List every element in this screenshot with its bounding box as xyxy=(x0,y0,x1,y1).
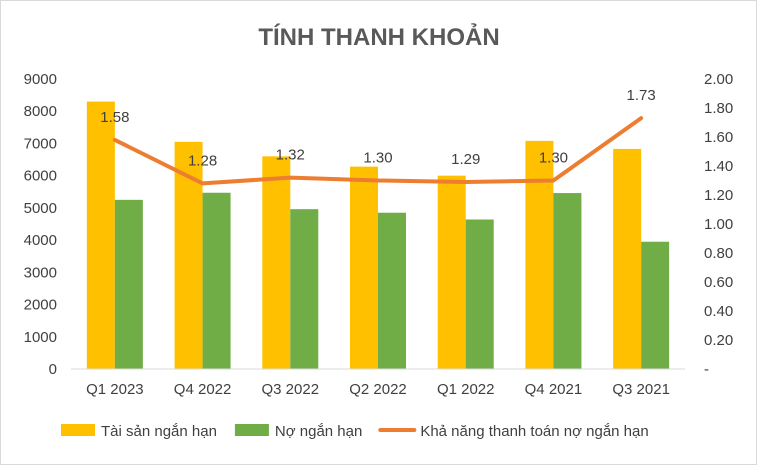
right-tick-label: 0.80 xyxy=(704,245,733,262)
bar-no-4 xyxy=(465,219,494,369)
bars-layer xyxy=(86,101,670,370)
left-tick-label: 2000 xyxy=(24,297,57,314)
left-axis: 0 1000 2000 3000 4000 5000 6000 7000 8000 9000 xyxy=(24,71,57,378)
ratio-data-label: 1.58 xyxy=(100,109,129,126)
ratio-data-label: 1.30 xyxy=(363,150,392,167)
ratio-data-label: 1.32 xyxy=(276,147,305,164)
bar-tai-san-3 xyxy=(350,166,378,369)
category-label: Q1 2023 xyxy=(86,381,144,398)
bar-no-0 xyxy=(114,199,143,369)
ratio-line xyxy=(112,116,644,186)
right-tick-label: 1.20 xyxy=(704,187,733,204)
bar-tai-san-6 xyxy=(613,148,642,369)
bar-tai-san-4 xyxy=(437,175,466,369)
legend: Tài sản ngắn hạn Nợ ngắn hạn Khả năng than… xyxy=(61,423,649,440)
right-tick-label: 0.40 xyxy=(704,303,733,320)
right-tick-label: 0.20 xyxy=(704,332,733,349)
legend-label-1: Nợ ngắn hạn xyxy=(275,423,362,440)
bar-no-5 xyxy=(553,193,582,369)
ratio-data-label: 1.30 xyxy=(539,150,568,167)
category-axis: Q1 2023 Q4 2022 Q3 2022 Q2 2022 Q1 2022 Q4 20… xyxy=(71,368,685,398)
right-tick-label: 0.60 xyxy=(704,274,733,291)
legend-swatch-0 xyxy=(61,424,95,436)
right-axis: - 0.20 0.40 0.60 0.80 1.00 1.20 1.40 1.60 1.80 2.0… xyxy=(704,71,733,378)
bar-tai-san-5 xyxy=(525,140,554,369)
legend-swatch-1 xyxy=(234,424,269,436)
bar-no-3 xyxy=(378,212,406,369)
left-tick-label: 0 xyxy=(49,361,57,378)
category-label: Q2 2022 xyxy=(349,381,407,398)
right-tick-label: 1.80 xyxy=(704,100,733,117)
bar-no-2 xyxy=(290,209,319,369)
category-label: Q1 2022 xyxy=(437,381,495,398)
left-tick-label: 1000 xyxy=(24,329,57,346)
category-label: Q4 2022 xyxy=(174,381,232,398)
ratio-data-label: 1.29 xyxy=(451,151,480,168)
chart-title: TÍNH THANH KHOẢN xyxy=(258,22,499,51)
right-tick-label: 1.60 xyxy=(704,129,733,146)
category-label: Q3 2022 xyxy=(262,381,320,398)
category-label: Q3 2021 xyxy=(612,381,670,398)
legend-label-2: Khả năng thanh toán nợ ngắn hạn xyxy=(420,423,648,440)
left-tick-label: 3000 xyxy=(24,264,57,281)
right-tick-label: 1.40 xyxy=(704,158,733,175)
right-tick-label: 2.00 xyxy=(704,71,733,88)
right-tick-label: 1.00 xyxy=(704,216,733,233)
ratio-line-layer: 1.58 1.28 1.32 1.30 1.29 1.30 1.73 xyxy=(100,87,656,186)
left-tick-label: 7000 xyxy=(24,135,57,152)
bar-tai-san-2 xyxy=(262,156,291,369)
left-tick-label: 6000 xyxy=(24,168,57,185)
left-tick-label: 8000 xyxy=(24,103,57,120)
legend-label-0: Tài sản ngắn hạn xyxy=(101,423,217,440)
left-tick-label: 5000 xyxy=(24,200,57,217)
bar-tai-san-0 xyxy=(86,101,115,370)
left-tick-label: 4000 xyxy=(24,232,57,249)
ratio-data-label: 1.73 xyxy=(627,87,656,104)
bar-no-1 xyxy=(202,192,231,369)
bar-no-6 xyxy=(641,241,670,369)
ratio-data-label: 1.28 xyxy=(188,152,217,169)
left-tick-label: 9000 xyxy=(24,71,57,88)
right-tick-label: - xyxy=(704,361,709,378)
category-label: Q4 2021 xyxy=(525,381,583,398)
